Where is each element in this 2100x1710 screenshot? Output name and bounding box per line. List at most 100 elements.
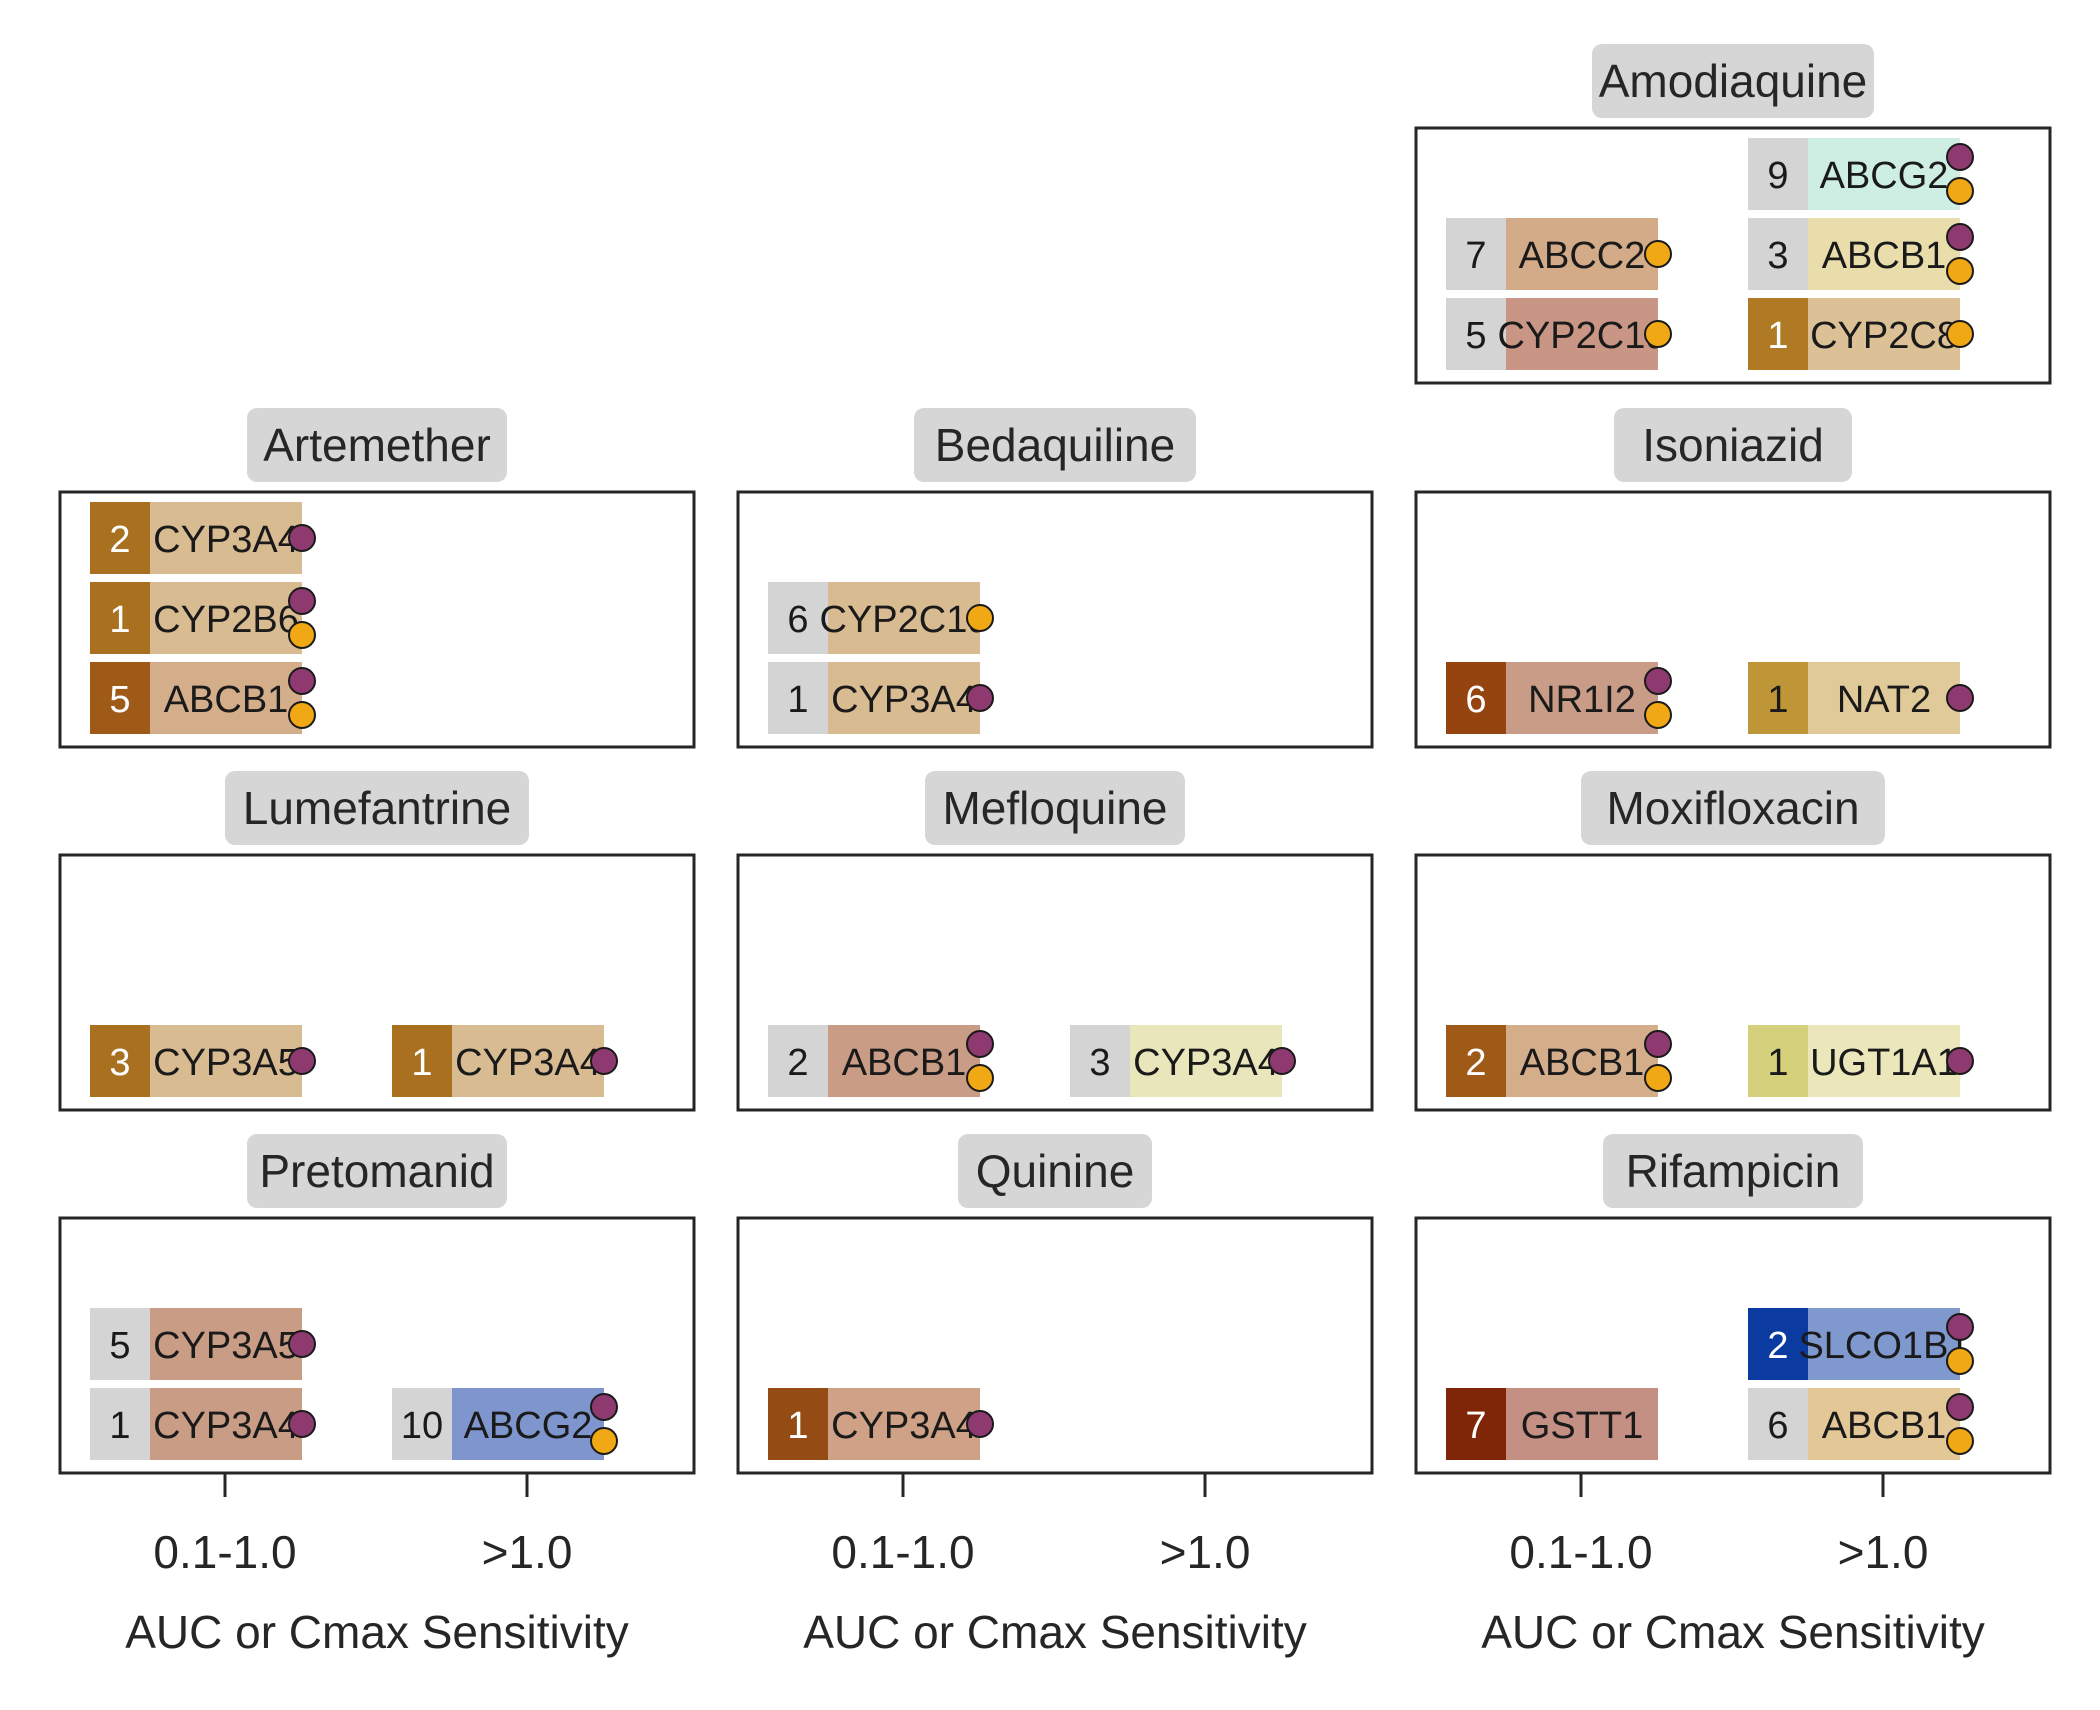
- x-tick-label-1: >1.0: [482, 1526, 573, 1578]
- gene-cell-bedaquiline-cyp3a4: [828, 662, 980, 734]
- panel-title-badge-rifampicin: [1603, 1134, 1863, 1208]
- gene-cell-isoniazid-nat2: [1808, 662, 1960, 734]
- gene-cell-amodiaquine-cyp2c8: [1808, 298, 1960, 370]
- count-cell-artemether-cyp2b6: [90, 582, 150, 654]
- count-label-amodiaquine-cyp2c19: 5: [1465, 315, 1486, 357]
- gene-cell-rifampicin-gstt1: [1506, 1388, 1658, 1460]
- marker-purple-amodiaquine-abcb1: [1946, 223, 1974, 251]
- gene-cell-mefloquine-abcb1: [828, 1025, 980, 1097]
- gene-cell-amodiaquine-abcg2: [1808, 138, 1960, 210]
- panel-title-pretomanid: Pretomanid: [259, 1145, 494, 1197]
- x-axis-label: AUC or Cmax Sensitivity: [125, 1606, 629, 1658]
- gene-label-amodiaquine-cyp2c8: CYP2C8: [1810, 315, 1958, 357]
- x-tick-label-0: 0.1-1.0: [153, 1526, 296, 1578]
- gene-label-amodiaquine-abcb1: ABCB1: [1822, 235, 1947, 277]
- gene-cell-moxifloxacin-ugt1a1: [1808, 1025, 1960, 1097]
- count-cell-amodiaquine-abcb1: [1748, 218, 1808, 290]
- count-label-moxifloxacin-abcb1: 2: [1465, 1042, 1486, 1084]
- count-label-artemether-cyp3a4: 2: [109, 519, 130, 561]
- gene-label-artemether-cyp3a4: CYP3A4: [153, 519, 299, 561]
- panel-title-quinine: Quinine: [976, 1145, 1135, 1197]
- marker-purple-isoniazid-nr1i2: [1644, 667, 1672, 695]
- count-label-quinine-cyp3a4: 1: [787, 1405, 808, 1447]
- gene-label-rifampicin-abcb1: ABCB1: [1822, 1405, 1947, 1447]
- count-cell-rifampicin-slco1b1: [1748, 1308, 1808, 1380]
- panel-title-artemether: Artemether: [263, 419, 491, 471]
- gene-label-moxifloxacin-ugt1a1: UGT1A1: [1810, 1042, 1958, 1084]
- x-tick-label-1: >1.0: [1160, 1526, 1251, 1578]
- marker-orange-mefloquine-abcb1: [966, 1064, 994, 1092]
- panel-title-badge-lumefantrine: [225, 771, 529, 845]
- gene-label-mefloquine-cyp3a4: CYP3A4: [1133, 1042, 1279, 1084]
- marker-orange-artemether-cyp2b6: [288, 621, 316, 649]
- panel-title-lumefantrine: Lumefantrine: [243, 782, 512, 834]
- count-label-isoniazid-nat2: 1: [1767, 679, 1788, 721]
- panel-title-badge-quinine: [958, 1134, 1152, 1208]
- count-cell-lumefantrine-cyp3a4: [392, 1025, 452, 1097]
- marker-purple-artemether-abcb1: [288, 667, 316, 695]
- gene-label-quinine-cyp3a4: CYP3A4: [831, 1405, 977, 1447]
- count-label-moxifloxacin-ugt1a1: 1: [1767, 1042, 1788, 1084]
- gene-cell-moxifloxacin-abcb1: [1506, 1025, 1658, 1097]
- gene-cell-artemether-abcb1: [150, 662, 302, 734]
- marker-orange-artemether-abcb1: [288, 701, 316, 729]
- gene-label-isoniazid-nat2: NAT2: [1837, 679, 1931, 721]
- marker-orange-moxifloxacin-abcb1: [1644, 1064, 1672, 1092]
- panel-title-bedaquiline: Bedaquiline: [935, 419, 1175, 471]
- marker-orange-amodiaquine-cyp2c8: [1946, 320, 1974, 348]
- marker-purple-isoniazid-nat2: [1946, 684, 1974, 712]
- marker-orange-amodiaquine-abcb1: [1946, 257, 1974, 285]
- marker-orange-pretomanid-abcg2: [590, 1427, 618, 1455]
- panel-title-isoniazid: Isoniazid: [1642, 419, 1824, 471]
- marker-purple-rifampicin-slco1b1: [1946, 1313, 1974, 1341]
- marker-purple-amodiaquine-abcg2: [1946, 143, 1974, 171]
- count-label-rifampicin-slco1b1: 2: [1767, 1325, 1788, 1367]
- count-label-pretomanid-cyp3a4: 1: [109, 1405, 130, 1447]
- gene-cell-amodiaquine-abcb1: [1808, 218, 1960, 290]
- x-tick-label-1: >1.0: [1838, 1526, 1929, 1578]
- gene-cell-artemether-cyp3a4: [150, 502, 302, 574]
- gene-label-moxifloxacin-abcb1: ABCB1: [1520, 1042, 1645, 1084]
- panel-title-rifampicin: Rifampicin: [1626, 1145, 1841, 1197]
- panel-title-badge-amodiaquine: [1592, 44, 1874, 118]
- count-cell-amodiaquine-abcg2: [1748, 138, 1808, 210]
- count-cell-amodiaquine-abcc2: [1446, 218, 1506, 290]
- gene-label-amodiaquine-abcg2: ABCG2: [1820, 155, 1949, 197]
- marker-orange-isoniazid-nr1i2: [1644, 701, 1672, 729]
- count-label-pretomanid-cyp3a5: 5: [109, 1325, 130, 1367]
- gene-cell-pretomanid-abcg2: [452, 1388, 604, 1460]
- gene-cell-pretomanid-cyp3a5: [150, 1308, 302, 1380]
- count-label-amodiaquine-abcc2: 7: [1465, 235, 1486, 277]
- gene-cell-artemether-cyp2b6: [150, 582, 302, 654]
- count-label-amodiaquine-abcb1: 3: [1767, 235, 1788, 277]
- panel-title-badge-isoniazid: [1614, 408, 1852, 482]
- count-label-artemether-cyp2b6: 1: [109, 599, 130, 641]
- count-label-bedaquiline-cyp2c19: 6: [787, 599, 808, 641]
- gene-cell-quinine-cyp3a4: [828, 1388, 980, 1460]
- marker-orange-amodiaquine-abcg2: [1946, 177, 1974, 205]
- marker-purple-moxifloxacin-abcb1: [1644, 1030, 1672, 1058]
- gene-label-artemether-abcb1: ABCB1: [164, 679, 289, 721]
- gene-cell-lumefantrine-cyp3a4: [452, 1025, 604, 1097]
- gene-label-amodiaquine-abcc2: ABCC2: [1519, 235, 1646, 277]
- gene-cell-amodiaquine-abcc2: [1506, 218, 1658, 290]
- gene-cell-bedaquiline-cyp2c19: [828, 582, 980, 654]
- gene-label-bedaquiline-cyp2c19: CYP2C19: [820, 599, 989, 641]
- count-cell-artemether-cyp3a4: [90, 502, 150, 574]
- count-cell-amodiaquine-cyp2c19: [1446, 298, 1506, 370]
- marker-orange-amodiaquine-abcc2: [1644, 240, 1672, 268]
- panel-title-badge-pretomanid: [247, 1134, 507, 1208]
- count-label-pretomanid-abcg2: 10: [401, 1405, 443, 1447]
- count-cell-mefloquine-abcb1: [768, 1025, 828, 1097]
- gene-label-mefloquine-abcb1: ABCB1: [842, 1042, 967, 1084]
- gene-cell-mefloquine-cyp3a4: [1130, 1025, 1282, 1097]
- x-tick-label-0: 0.1-1.0: [1509, 1526, 1652, 1578]
- marker-purple-quinine-cyp3a4: [966, 1410, 994, 1438]
- count-cell-bedaquiline-cyp3a4: [768, 662, 828, 734]
- count-cell-pretomanid-cyp3a4: [90, 1388, 150, 1460]
- marker-purple-moxifloxacin-ugt1a1: [1946, 1047, 1974, 1075]
- marker-purple-lumefantrine-cyp3a4: [590, 1047, 618, 1075]
- count-label-mefloquine-abcb1: 2: [787, 1042, 808, 1084]
- count-cell-amodiaquine-cyp2c8: [1748, 298, 1808, 370]
